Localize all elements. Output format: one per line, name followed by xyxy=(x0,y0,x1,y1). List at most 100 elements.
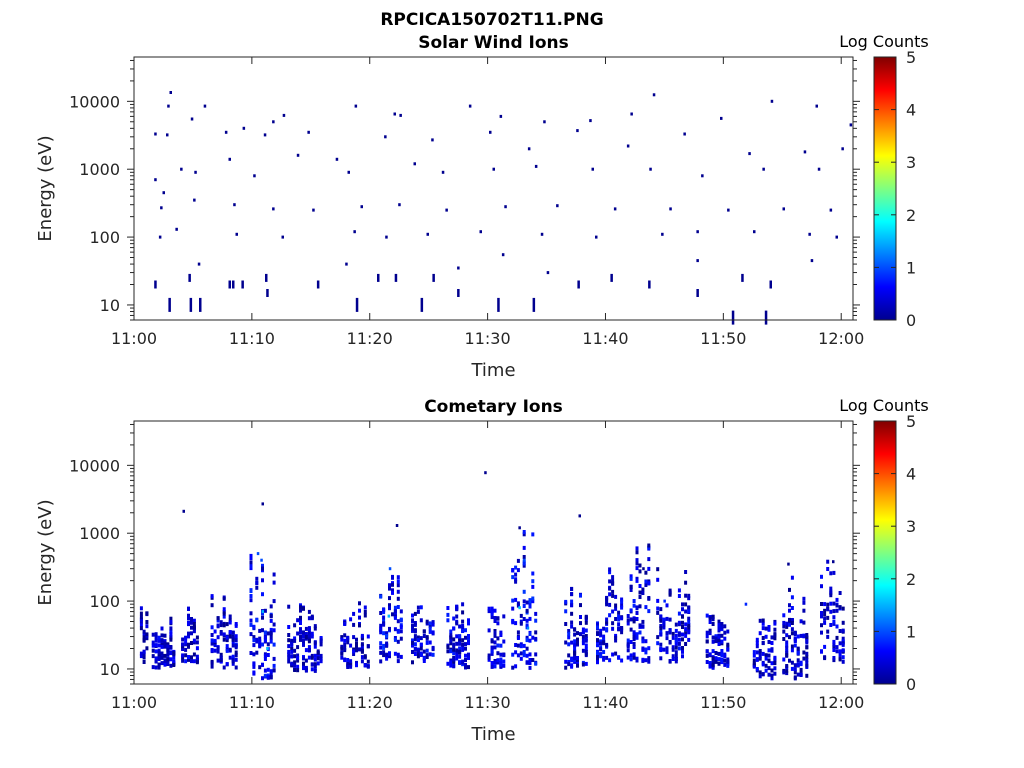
com-band-cell xyxy=(684,609,688,614)
com-band-cell xyxy=(720,625,724,630)
com-band-cell xyxy=(596,622,599,627)
com-band-cell xyxy=(665,646,669,651)
com-band-cell xyxy=(222,607,226,612)
com-band-cell xyxy=(764,626,768,631)
sw-data-point-55 xyxy=(233,203,236,207)
com-band-cell xyxy=(411,626,414,631)
com-data-point-11 xyxy=(787,562,790,566)
com-band-cell xyxy=(393,637,397,642)
com-band-cell xyxy=(425,635,429,640)
com-band-cell xyxy=(785,671,789,676)
sw-data-point-18 xyxy=(815,104,818,108)
com-band-cell xyxy=(573,649,577,654)
com-x-tick-label: 11:40 xyxy=(582,693,628,712)
com-band-cell xyxy=(307,627,311,632)
com-band-cell xyxy=(393,605,397,610)
com-band-cell xyxy=(449,629,453,634)
com-band-cell xyxy=(726,629,730,634)
com-band-cell xyxy=(352,622,356,627)
com-band-cell xyxy=(388,606,391,611)
com-band-cell xyxy=(169,663,173,668)
com-band-15 xyxy=(656,567,691,664)
com-band-cell xyxy=(216,616,220,621)
com-band-cell xyxy=(764,634,768,639)
com-band-cell xyxy=(611,621,615,626)
com-band-cell xyxy=(255,650,259,655)
com-band-cell xyxy=(720,649,724,653)
com-band-cell xyxy=(269,672,273,677)
com-band-cell xyxy=(261,611,264,616)
com-band-cell xyxy=(228,634,232,639)
com-band-cell xyxy=(234,657,238,662)
com-axes-frame xyxy=(133,420,854,685)
com-band-cell xyxy=(656,610,660,615)
com-band-cell xyxy=(316,650,320,655)
com-band-cell xyxy=(785,621,789,626)
com-x-axis-label: Time xyxy=(470,724,515,745)
sw-data-point-38 xyxy=(162,191,165,195)
com-band-cell xyxy=(782,629,786,634)
com-band-cell xyxy=(805,645,809,650)
sw-y-tick-label: 10 xyxy=(100,296,120,315)
com-band-cell xyxy=(352,652,356,656)
com-band-cell xyxy=(823,616,827,621)
com-band-cell xyxy=(635,606,639,611)
com-band-cell xyxy=(416,648,420,653)
com-band-cell xyxy=(629,588,633,592)
com-band-cell xyxy=(360,642,364,647)
sw-data-point-6 xyxy=(282,113,286,117)
com-band-cell xyxy=(210,638,214,643)
com-band-cell xyxy=(596,660,599,665)
com-band-cell xyxy=(461,602,465,607)
com-band-cell xyxy=(799,662,803,667)
sw-data-point-59 xyxy=(398,203,401,207)
com-band-4 xyxy=(249,553,276,681)
com-band-cell xyxy=(522,643,526,648)
com-band-cell xyxy=(674,638,678,643)
com-band-cell xyxy=(708,663,712,668)
com-band-cell xyxy=(169,637,173,642)
com-band-cell xyxy=(838,652,842,657)
com-band-cell xyxy=(677,637,681,642)
com-band-cell xyxy=(835,645,839,650)
com-band-cell xyxy=(581,638,585,643)
com-band-cell xyxy=(428,652,432,657)
com-band-cell xyxy=(272,622,276,627)
com-band-cell xyxy=(687,630,691,635)
com-band-cell xyxy=(455,634,459,639)
com-band-cell xyxy=(793,667,797,672)
com-band-cell xyxy=(726,647,730,652)
com-band-cell xyxy=(458,654,462,659)
com-band-cell xyxy=(157,665,161,670)
com-band-cell xyxy=(431,630,435,635)
com-band-cell xyxy=(525,638,529,643)
com-data-point-8 xyxy=(388,567,392,571)
com-band-cell xyxy=(656,567,660,572)
com-band-cell xyxy=(796,658,800,663)
com-band-cell xyxy=(496,651,500,656)
com-band-cell xyxy=(379,626,383,631)
com-band-cell xyxy=(681,646,684,650)
com-band-cell xyxy=(793,675,797,680)
com-band-cell xyxy=(163,644,167,649)
com-band-cell xyxy=(665,648,669,653)
com-band-cell xyxy=(793,643,797,648)
com-band-cell xyxy=(307,609,311,614)
com-band-0 xyxy=(139,606,149,664)
com-band-cell xyxy=(446,645,450,649)
sw-data-point-97 xyxy=(546,271,550,275)
com-band-cell xyxy=(687,593,691,598)
com-band-17 xyxy=(752,618,777,681)
com-band-cell xyxy=(272,642,276,647)
com-band-cell xyxy=(596,643,599,648)
com-band-cell xyxy=(287,633,291,637)
com-band-cell xyxy=(352,635,356,640)
com-band-cell xyxy=(195,640,199,645)
com-band-cell xyxy=(534,652,538,657)
com-band-cell xyxy=(608,658,612,663)
com-band-cell xyxy=(723,662,727,667)
com-band-cell xyxy=(579,621,582,626)
com-band-cell xyxy=(272,668,276,673)
com-band-cell xyxy=(714,659,718,664)
com-band-cell xyxy=(181,646,185,651)
